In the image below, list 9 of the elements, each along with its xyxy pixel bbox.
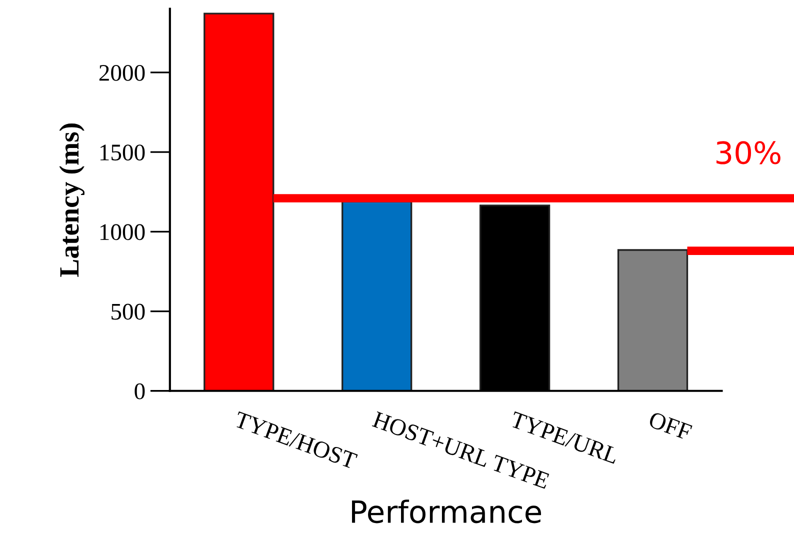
y-tick-label: 1500 — [100, 144, 145, 160]
y-tick-label: 1000 — [100, 224, 145, 240]
y-axis-title: Latency (ms) — [59, 124, 84, 277]
y-tick-label: 2000 — [99, 64, 145, 81]
y-tick-label: 500 — [112, 304, 145, 320]
x-axis-title: Performance — [352, 500, 542, 524]
y-tick-label: 0 — [134, 383, 145, 400]
x-tick-label: OFF — [648, 411, 692, 440]
annotation: 30% — [716, 141, 780, 164]
